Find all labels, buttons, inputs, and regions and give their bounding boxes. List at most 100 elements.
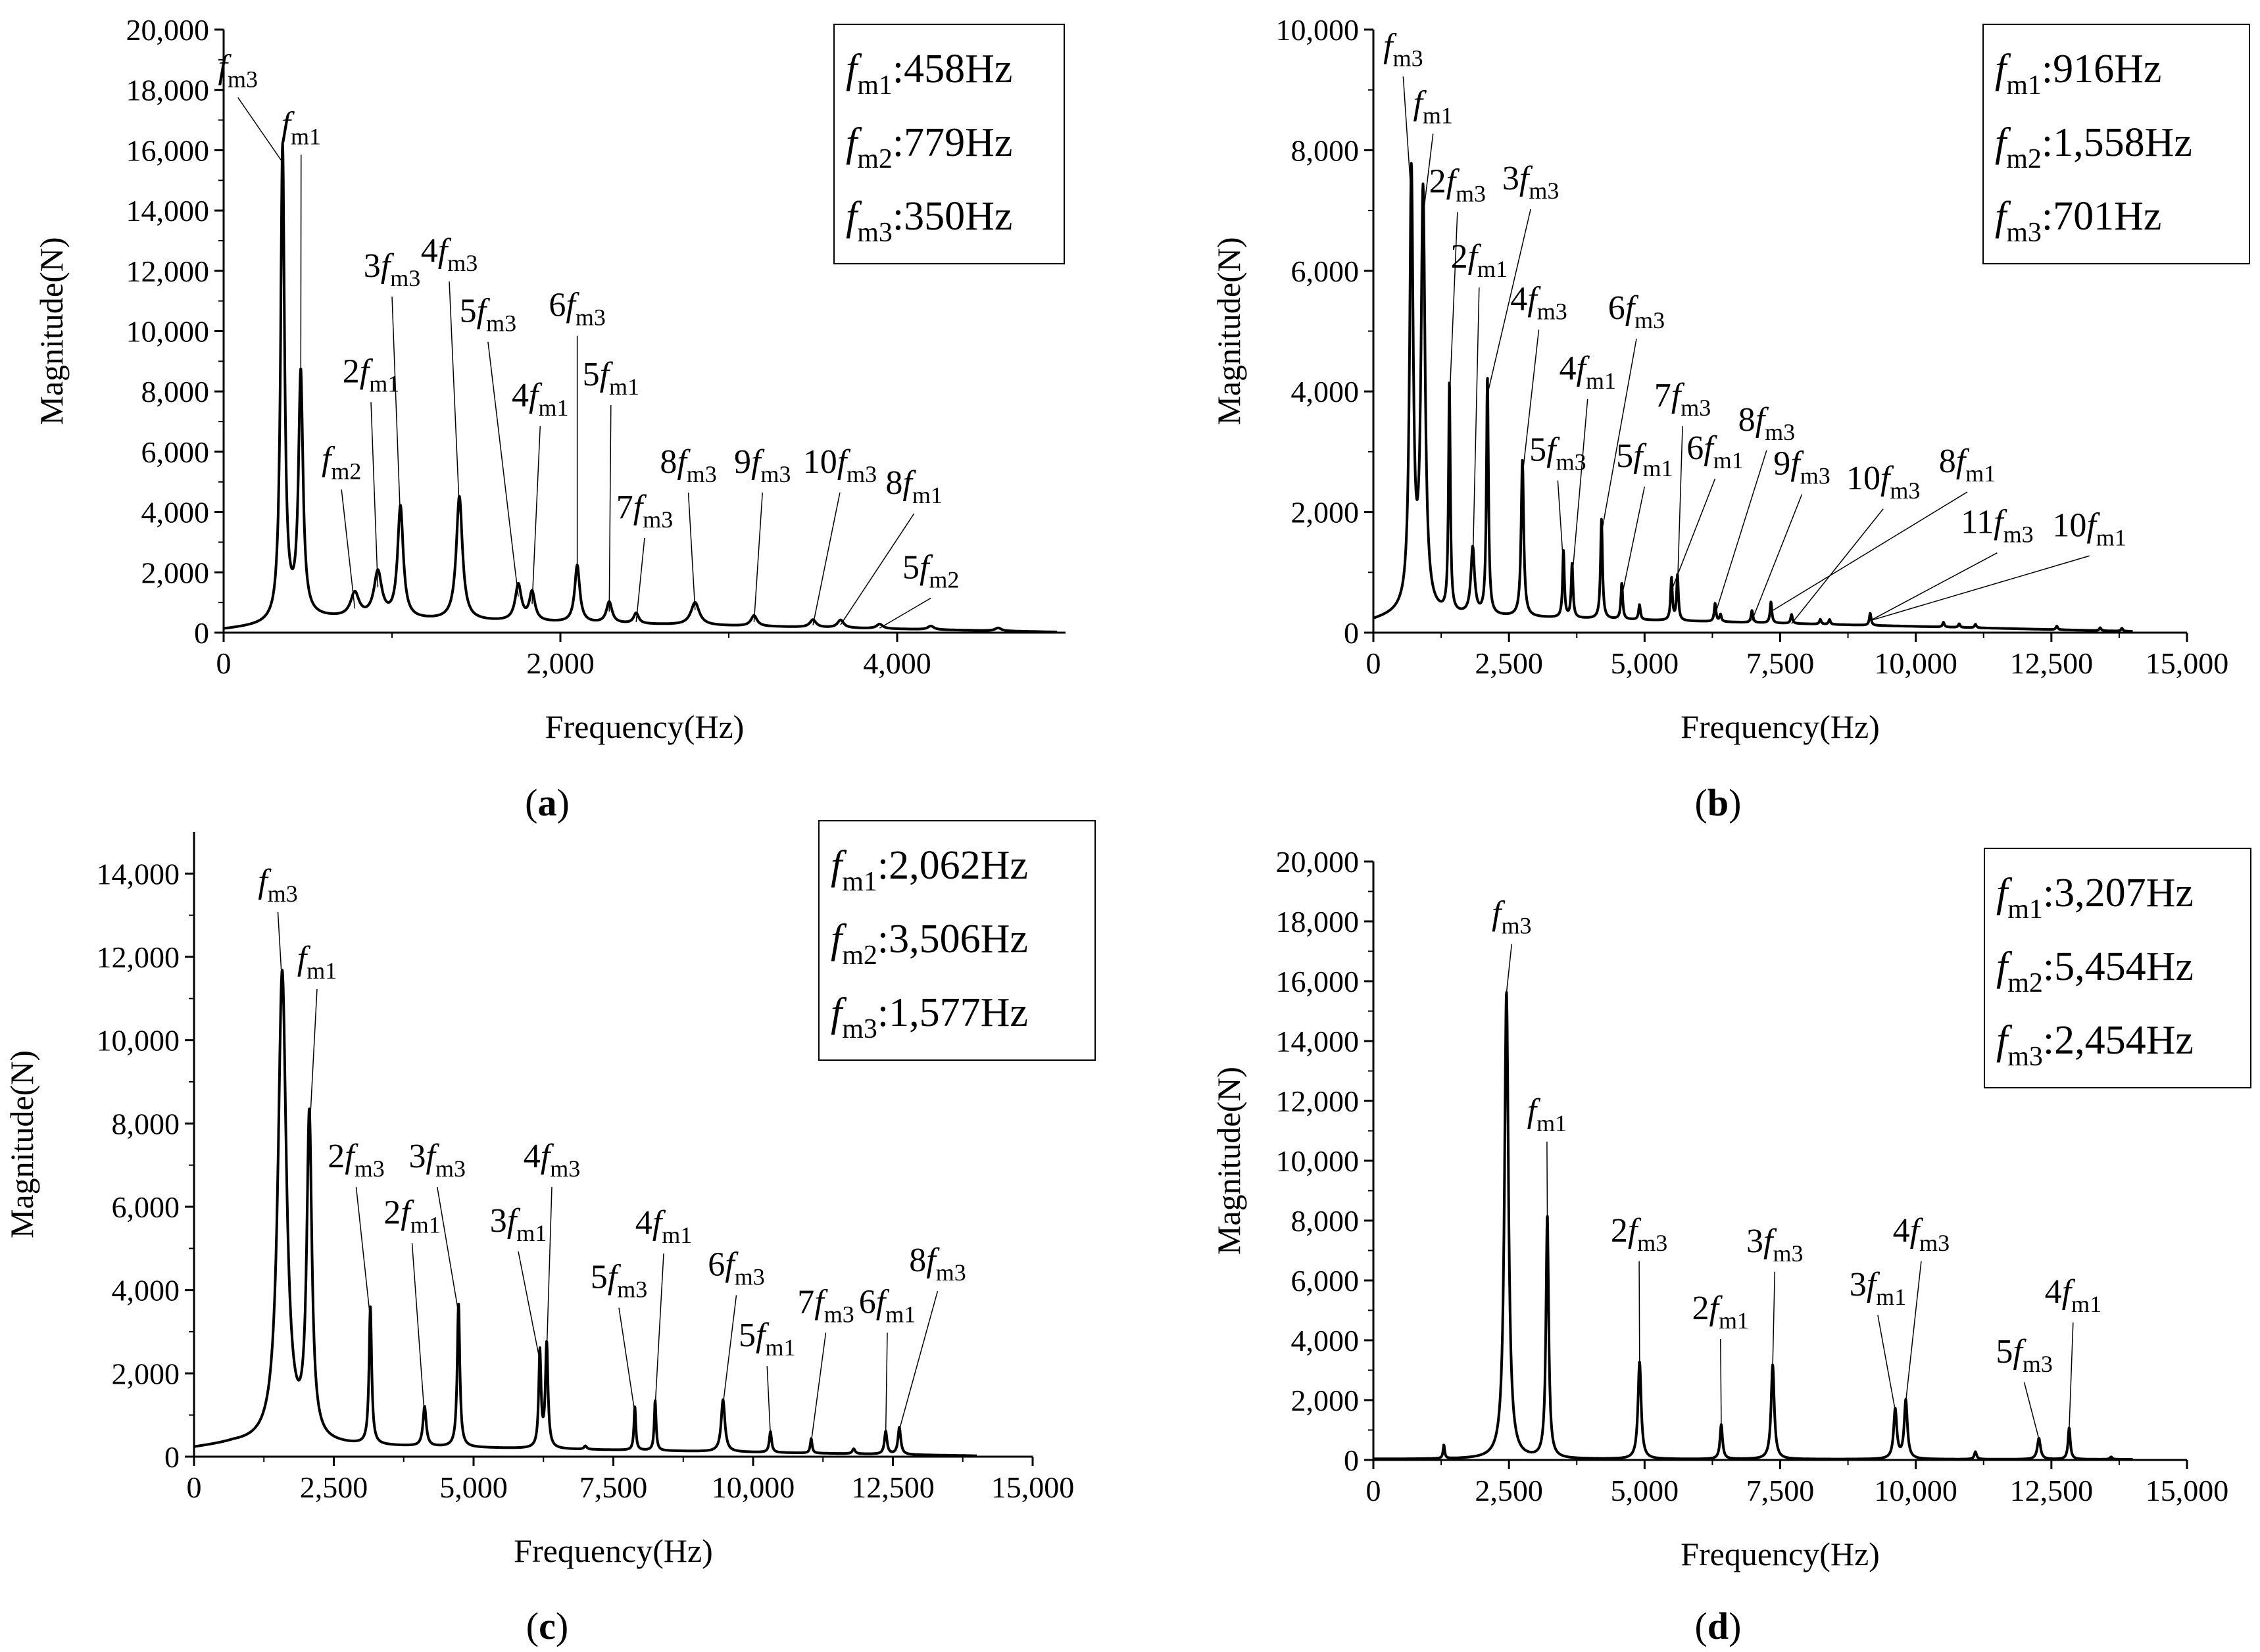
x-tick-label: 0 <box>1366 646 1381 680</box>
y-tick-label: 14,000 <box>1276 1025 1360 1058</box>
peak-label: 2fm1 <box>1692 1290 1749 1334</box>
annotation-leader <box>753 492 763 623</box>
annotation-leader <box>1571 399 1588 579</box>
y-tick-label: 10,000 <box>126 315 210 349</box>
annotation-leader <box>277 911 283 986</box>
annotation-leader <box>2069 1323 2074 1429</box>
annotation-leader <box>812 492 841 625</box>
y-tick-label: 16,000 <box>1276 965 1360 998</box>
annotation-leader <box>1506 944 1513 994</box>
peak-label: 3fm3 <box>1746 1223 1803 1267</box>
peak-label: 6fm1 <box>859 1284 916 1328</box>
peak-label: 10fm1 <box>2052 506 2126 550</box>
annotation-leader <box>449 281 460 510</box>
y-tick-label: 8,000 <box>1291 134 1360 167</box>
annotation-leader <box>1714 450 1767 615</box>
annotation-leader <box>355 1186 371 1320</box>
y-tick-label: 6,000 <box>141 435 210 469</box>
x-tick-label: 12,500 <box>2010 1474 2094 1507</box>
annotation-leader <box>1448 212 1458 404</box>
subplot-caption: (a) <box>525 781 570 824</box>
y-tick-label: 8,000 <box>112 1107 180 1140</box>
annotation-leader <box>1671 478 1716 591</box>
x-tick-label: 2,500 <box>300 1470 368 1504</box>
peak-label: fm1 <box>1413 84 1452 128</box>
y-tick-label: 0 <box>1344 616 1359 650</box>
x-tick-label: 15,000 <box>2146 1474 2229 1507</box>
peak-label: fm3 <box>1492 895 1531 939</box>
subplot-caption: (d) <box>1695 1605 1742 1647</box>
y-tick-label: 4,000 <box>141 496 210 529</box>
annotation-leader <box>879 597 931 629</box>
peak-label: 11fm3 <box>1961 504 2034 548</box>
annotation-leader <box>1870 555 2090 621</box>
y-tick-label: 16,000 <box>126 134 210 167</box>
peak-label: 5fm3 <box>591 1259 647 1303</box>
peak-label: 8fm3 <box>909 1242 966 1286</box>
peak-label: 5fm1 <box>583 356 639 400</box>
annotation-leader <box>308 988 318 1136</box>
y-tick-label: 12,000 <box>97 940 180 974</box>
x-tick-label: 5,000 <box>439 1470 508 1504</box>
legend-box <box>1982 24 2250 264</box>
spectrum-line <box>222 141 1058 633</box>
x-tick-label: 7,500 <box>1746 1474 1815 1507</box>
annotation-leader <box>1601 339 1637 533</box>
legend-entry: fm2:3,506Hz <box>831 917 1028 971</box>
annotation-leader <box>391 296 401 522</box>
annotation-leader <box>546 1186 553 1353</box>
annotation-leader <box>437 1186 459 1313</box>
peak-label: 4fm1 <box>1560 350 1616 394</box>
legend-entry: fm2:5,454Hz <box>1996 944 2194 998</box>
peak-label: 6fm3 <box>549 287 605 331</box>
chart-a: 0 2,000 4,000 6,000 8,000 10,000 12,000 14,000 1… <box>33 13 1066 824</box>
subplot-caption: (c) <box>526 1605 568 1647</box>
peak-label: 4fm1 <box>635 1204 692 1248</box>
y-tick-label: 10,000 <box>1276 1144 1360 1178</box>
x-tick-label: 12,500 <box>2010 646 2094 680</box>
y-tick-label: 14,000 <box>126 194 210 228</box>
annotation-leader <box>635 537 645 623</box>
peak-label: 4fm3 <box>1510 280 1567 324</box>
y-tick-label: 0 <box>194 616 209 650</box>
x-tick-label: 10,000 <box>1874 646 1957 680</box>
peak-label: 10fm3 <box>803 443 877 487</box>
legend-box <box>833 24 1065 264</box>
annotation-leader <box>1870 552 1998 621</box>
peak-label: 2fm3 <box>1429 163 1486 207</box>
legend-entry: fm2:779Hz <box>846 120 1012 174</box>
x-tick-label: 2,000 <box>526 646 595 680</box>
y-tick-label: 2,000 <box>112 1357 180 1390</box>
legend-box <box>818 820 1096 1061</box>
annotation-leader <box>1557 480 1564 567</box>
peak-label: 8fm3 <box>1738 401 1795 445</box>
x-tick-label: 7,500 <box>1746 646 1815 680</box>
annotation-leader <box>1771 491 1968 612</box>
x-tick-label: 2,500 <box>1475 1474 1543 1507</box>
y-tick-label: 8,000 <box>1291 1204 1360 1238</box>
annotation-leader <box>531 426 541 604</box>
x-tick-label: 15,000 <box>991 1470 1075 1504</box>
peak-label: fm1 <box>282 105 321 149</box>
y-tick-label: 0 <box>1344 1444 1359 1477</box>
legend-entry: fm3:701Hz <box>1995 194 2161 248</box>
annotation-leader <box>518 1251 541 1361</box>
legend-entry: fm3:1,577Hz <box>831 990 1028 1044</box>
peak-label: 9fm3 <box>1773 445 1830 489</box>
annotation-leader <box>237 97 283 163</box>
annotation-leader <box>618 1307 635 1413</box>
annotation-leader <box>341 489 356 609</box>
x-tick-label: 4,000 <box>863 646 931 680</box>
peak-label: 7fm3 <box>1654 377 1711 421</box>
subplot-caption: (b) <box>1695 781 1742 824</box>
legend-entry: fm1:2,062Hz <box>831 843 1028 897</box>
legend-entry: fm3:350Hz <box>846 194 1012 248</box>
annotation-leader <box>898 1290 939 1430</box>
peak-label: 4fm1 <box>512 377 568 421</box>
x-axis-label: Frequency(Hz) <box>545 708 745 745</box>
y-tick-label: 0 <box>164 1440 180 1474</box>
annotation-leader <box>411 1243 426 1417</box>
x-axis-label: Frequency(Hz) <box>1681 1536 1880 1572</box>
peak-label: 3fm1 <box>1850 1266 1906 1310</box>
legend-entry: fm2:1,558Hz <box>1995 120 2192 174</box>
